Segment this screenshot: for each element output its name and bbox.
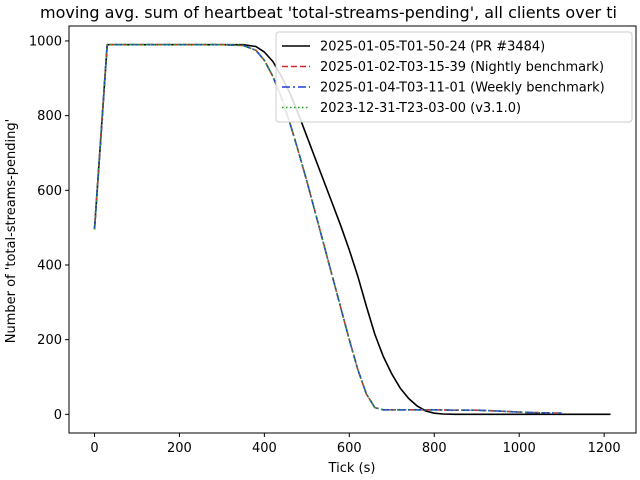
x-axis: 0 200 400 600 800 1000 1200 [90, 433, 621, 456]
series-line-1 [93, 43, 611, 416]
x-tick-label: 800 [422, 441, 447, 456]
series-line-3 [93, 43, 562, 414]
y-axis: 0 200 400 600 800 1000 [29, 34, 69, 423]
series-line-2 [93, 43, 562, 414]
legend-entry-label: 2025-01-04-T03-11-01 (Weekly benchmark) [320, 81, 605, 96]
x-axis-label: Tick (s) [328, 461, 376, 476]
x-tick-label: 1000 [503, 441, 536, 456]
legend: 2025-01-05-T01-50-24 (PR #3484) 2025-01-0… [275, 31, 633, 123]
x-tick-label: 600 [337, 441, 362, 456]
y-tick-label: 200 [37, 333, 62, 348]
x-tick-label: 1200 [588, 441, 621, 456]
series-lines [93, 43, 611, 416]
legend-entry-label: 2023-12-31-T23-03-00 (v3.1.0) [320, 101, 521, 116]
y-axis-label: Number of 'total-streams-pending' [4, 119, 19, 343]
x-tick-label: 0 [90, 441, 98, 456]
legend-box [275, 31, 633, 123]
plot-frame [68, 25, 637, 434]
legend-entry-label: 2025-01-05-T01-50-24 (PR #3484) [320, 40, 545, 55]
y-tick-label: 400 [37, 258, 62, 273]
chart-title: moving avg. sum of heartbeat 'total-stre… [40, 3, 617, 22]
x-tick-label: 400 [252, 441, 277, 456]
y-tick-label: 600 [37, 184, 62, 199]
y-tick-label: 800 [37, 109, 62, 124]
x-tick-label: 200 [167, 441, 192, 456]
y-tick-label: 0 [54, 408, 62, 423]
legend-entry-label: 2025-01-02-T03-15-39 (Nightly benchmark) [320, 60, 604, 75]
y-tick-label: 1000 [29, 34, 62, 49]
